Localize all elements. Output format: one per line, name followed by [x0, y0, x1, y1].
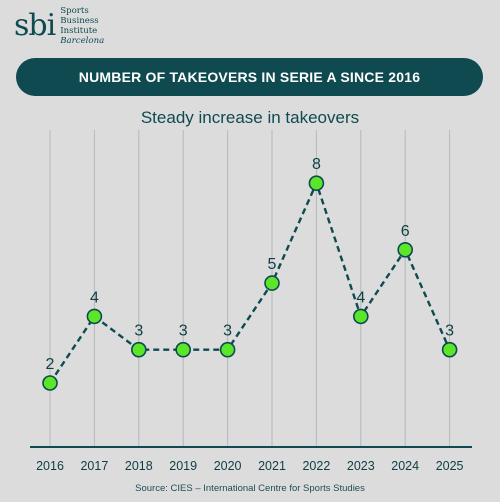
series-line — [49, 179, 451, 384]
data-label-2022: 8 — [312, 156, 321, 173]
data-point-2025 — [441, 341, 458, 358]
title-banner: NUMBER OF TAKEOVERS IN SERIE A SINCE 201… — [16, 58, 483, 96]
data-point-2019 — [175, 341, 191, 358]
logo-line-1: Sports — [60, 6, 89, 16]
data-point-2020 — [219, 341, 236, 358]
logo-line-2: Business — [60, 16, 99, 26]
x-tick-label-2025: 2025 — [436, 459, 464, 473]
data-point-2023 — [352, 308, 369, 325]
x-tick-label-2023: 2023 — [347, 459, 375, 473]
x-tick-label-2022: 2022 — [302, 459, 330, 473]
data-label-2021: 5 — [268, 256, 277, 273]
logo-line-3: Institute — [60, 26, 98, 36]
logo-line-4: Barcelona — [60, 36, 105, 46]
x-tick-label-2017: 2017 — [80, 459, 108, 473]
data-label-2018: 3 — [134, 323, 143, 340]
data-label-2025: 3 — [445, 323, 454, 340]
data-label-2023: 4 — [356, 289, 365, 306]
chart-title: NUMBER OF TAKEOVERS IN SERIE A SINCE 201… — [78, 69, 421, 85]
logo: sbi Sports Business Institute Barcelona — [14, 6, 104, 46]
x-tick-label-2018: 2018 — [125, 459, 153, 473]
x-tick-label-2016: 2016 — [36, 459, 64, 473]
x-tick-label-2024: 2024 — [391, 459, 419, 473]
x-tick-label-2019: 2019 — [169, 459, 197, 473]
data-point-2016 — [42, 375, 58, 391]
data-label-2020: 3 — [223, 323, 232, 340]
x-tick-label-2021: 2021 — [258, 459, 286, 473]
data-point-2022 — [308, 175, 325, 191]
data-label-2024: 6 — [401, 223, 410, 240]
logo-mark: sbi — [14, 8, 56, 43]
source-note: Source: CIES – International Centre for … — [135, 483, 365, 494]
data-label-2017: 4 — [90, 289, 99, 306]
data-point-2021 — [264, 275, 280, 291]
data-label-2019: 3 — [179, 323, 188, 340]
data-label-2016: 2 — [46, 356, 55, 373]
logo-text: Sports Business Institute Barcelona — [60, 6, 104, 46]
data-point-2024 — [397, 242, 414, 258]
x-tick-label-2020: 2020 — [214, 459, 242, 473]
chart-subtitle: Steady increase in takeovers — [140, 108, 360, 127]
data-point-2017 — [86, 308, 103, 325]
data-point-2018 — [131, 341, 147, 358]
